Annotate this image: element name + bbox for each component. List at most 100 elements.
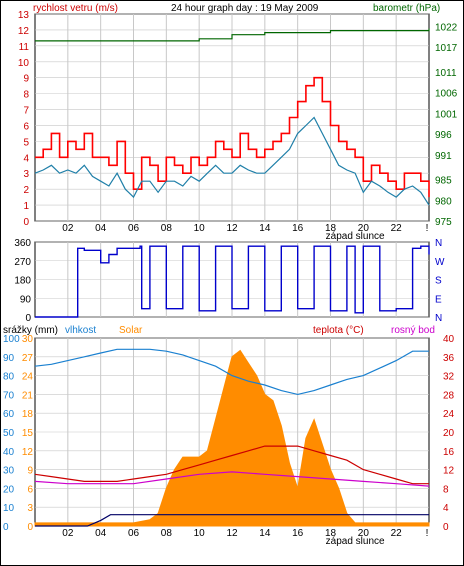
wind-axis-title: rychlost vetru (m/s) <box>33 3 118 14</box>
temperature-y-tick-label: 40 <box>443 334 455 345</box>
rain-x-tick-label: 18 <box>325 528 337 539</box>
wind-x-tick-label: 04 <box>95 223 107 234</box>
temperature-y-tick-label: 16 <box>443 447 455 458</box>
wind-x-tick-label: 10 <box>194 223 206 234</box>
temperature-series <box>34 445 429 485</box>
solar-y-tick-label: 0 <box>27 522 33 533</box>
wind-x-tick-label: 14 <box>259 223 271 234</box>
solar-y-tick-label: 21 <box>22 390 34 401</box>
dewpoint-axis-title: rosný bod <box>391 325 435 336</box>
temperature-y-tick-label: 24 <box>443 409 455 420</box>
rain-x-tick-label: 16 <box>292 528 304 539</box>
wind-y-tick-label: 9 <box>23 74 29 85</box>
temperature-y-tick-label: 8 <box>443 484 449 495</box>
wind-y-tick-label: 2 <box>23 185 29 196</box>
humidity-y-tick-label: 30 <box>3 466 15 477</box>
wind-y-tick-label: 12 <box>18 26 30 37</box>
direction-compass-label: N <box>435 313 442 324</box>
direction-y-tick-label: 90 <box>20 294 32 305</box>
rain-x-tick-label: 10 <box>194 528 206 539</box>
direction-compass-label: N <box>435 238 442 249</box>
wind-x-tick-label: 16 <box>292 223 304 234</box>
humidity-y-tick-label: 60 <box>3 409 15 420</box>
rain-x-tick-label: 06 <box>128 528 140 539</box>
rain-series <box>35 514 429 527</box>
direction-y-tick-label: 0 <box>25 313 31 324</box>
temperature-y-tick-label: 4 <box>443 503 449 514</box>
humidity-y-tick-label: 40 <box>3 447 15 458</box>
rain-x-tick-label: 08 <box>161 528 173 539</box>
pressure-y-tick-label: 985 <box>435 176 452 187</box>
temperature-y-tick-label: 0 <box>443 522 449 533</box>
direction-compass-label: W <box>435 257 445 268</box>
direction-compass-label: S <box>435 276 442 287</box>
humidity-y-tick-label: 90 <box>3 353 15 364</box>
pressure-y-tick-label: 975 <box>435 217 452 228</box>
wind-average-series <box>34 116 430 206</box>
solar-y-tick-label: 18 <box>22 409 34 420</box>
dewpoint-series <box>34 471 430 487</box>
humidity-y-tick-label: 80 <box>3 372 15 383</box>
chart-title: 24 hour graph day : 19 May 2009 <box>171 3 319 14</box>
temperature-y-tick-label: 32 <box>443 372 455 383</box>
pressure-y-tick-label: 1017 <box>435 43 458 54</box>
direction-y-tick-label: 180 <box>14 276 31 287</box>
rain-axis-title: srážky (mm) <box>3 325 58 336</box>
solar-y-tick-label: 15 <box>22 428 34 439</box>
pressure-y-tick-label: 1011 <box>435 68 457 79</box>
solar-axis-title: Solar <box>119 325 143 336</box>
wind-x-tick-label: 18 <box>325 223 337 234</box>
humidity-y-tick-label: 100 <box>3 334 20 345</box>
wind-y-tick-label: 0 <box>23 217 29 228</box>
wind-y-tick-label: 7 <box>23 106 29 117</box>
pressure-y-tick-label: 1001 <box>435 109 458 120</box>
humidity-axis-title: vlhkost <box>65 325 96 336</box>
rain-temp-panel: 02 04 06 08 10 12 14 16 18 20 22 !0 0 010 3 420 6 830 9 124… <box>3 334 455 547</box>
pressure-y-tick-label: 991 <box>435 151 452 162</box>
humidity-y-tick-label: 10 <box>3 503 15 514</box>
wind-y-tick-label: 8 <box>23 90 29 101</box>
wind-y-tick-label: 1 <box>23 201 29 212</box>
solar-y-tick-label: 6 <box>27 484 33 495</box>
humidity-y-tick-label: 50 <box>3 428 15 439</box>
temperature-axis-title: teplota (°C) <box>313 325 364 336</box>
wind-y-tick-label: 3 <box>23 169 29 180</box>
wind-y-tick-label: 10 <box>18 58 30 69</box>
rain-x-tick-label: 04 <box>95 528 107 539</box>
wind-gust-series <box>35 76 430 198</box>
wind-y-tick-label: 13 <box>18 10 30 21</box>
temperature-y-tick-label: 28 <box>443 390 455 401</box>
pressure-y-tick-label: 996 <box>435 130 452 141</box>
wind-x-tick-label: 06 <box>128 223 140 234</box>
humidity-series <box>34 348 429 396</box>
wind-x-tick-label: 02 <box>62 223 74 234</box>
rain-x-tick-label: 14 <box>259 528 271 539</box>
wind-x-tick-end: ! <box>426 223 429 234</box>
pressure-y-tick-label: 1006 <box>435 89 458 100</box>
pressure-axis-title: barometr (hPa) <box>373 3 440 14</box>
wind-y-tick-label: 11 <box>19 42 30 53</box>
solar-y-tick-label: 12 <box>22 447 34 458</box>
humidity-y-tick-label: 70 <box>3 390 15 401</box>
wind-panel: 02 04 06 08 10 12 14 16 18 20 22 !01234567891011121… <box>18 10 458 242</box>
rain-x-tick-label: 02 <box>62 528 74 539</box>
rain-x-tick-label: 22 <box>391 528 403 539</box>
humidity-y-tick-label: 20 <box>3 484 15 495</box>
pressure-y-tick-label: 1022 <box>435 22 458 33</box>
direction-panel: 0 N 90 E 180 S 270 W 360 N <box>14 238 445 324</box>
temperature-y-tick-label: 36 <box>443 353 455 364</box>
wind-y-tick-label: 5 <box>23 137 29 148</box>
rain-x-tick-label: 20 <box>358 528 370 539</box>
wind-y-tick-label: 4 <box>23 153 29 164</box>
wind-x-tick-label: 20 <box>358 223 370 234</box>
solar-y-tick-label: 30 <box>22 334 34 345</box>
wind-x-tick-label: 22 <box>391 223 403 234</box>
sunset-annotation: západ slunce <box>326 231 385 242</box>
sunset-annotation-bottom: západ slunce <box>326 536 385 547</box>
humidity-y-tick-label: 0 <box>3 522 9 533</box>
direction-y-tick-label: 270 <box>14 257 31 268</box>
direction-y-tick-label: 360 <box>14 238 31 249</box>
direction-compass-label: E <box>435 294 442 305</box>
